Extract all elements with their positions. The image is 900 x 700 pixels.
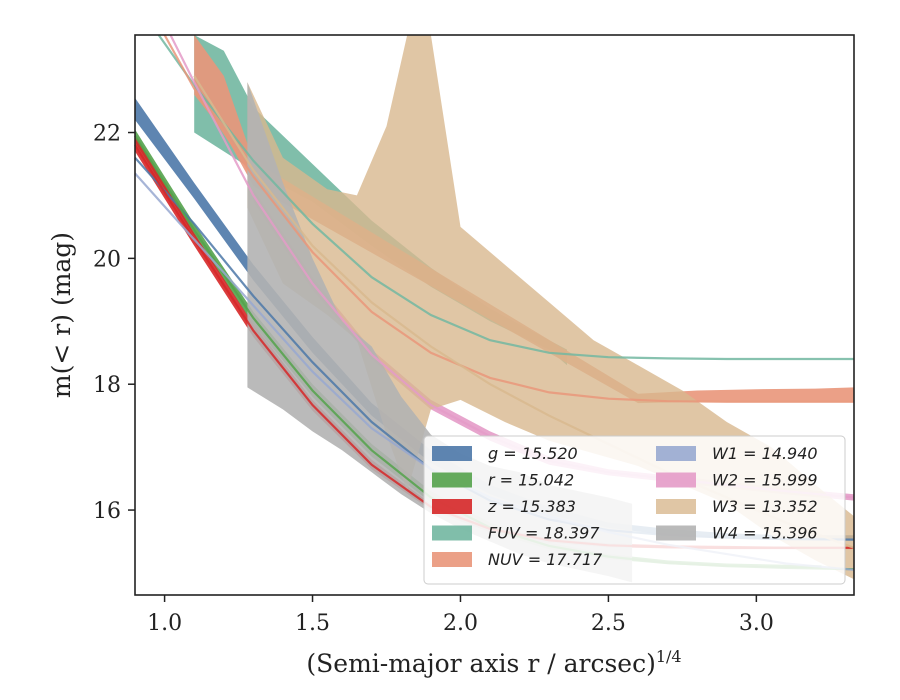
x-tick-label: 3.0 bbox=[739, 611, 774, 636]
x-tick-label: 1.5 bbox=[295, 611, 330, 636]
legend-label-fuv: FUV = 18.397 bbox=[488, 524, 600, 543]
y-tick-label: 22 bbox=[93, 122, 121, 147]
legend: g = 15.520 r = 15.042 z = 15.383 FUV = 18.3… bbox=[423, 435, 846, 585]
x-tick-label: 1.0 bbox=[147, 611, 182, 636]
x-tick-label: 2.0 bbox=[443, 611, 478, 636]
legend-swatch-w4 bbox=[656, 525, 696, 541]
legend-swatch-nuv bbox=[432, 552, 472, 567]
legend-label-g: g = 15.520 bbox=[488, 444, 578, 463]
legend-swatch-w2 bbox=[656, 472, 696, 488]
model-line-fuv bbox=[157, 34, 854, 361]
legend-swatch-w3 bbox=[656, 499, 696, 514]
y-tick-label: 18 bbox=[93, 373, 121, 398]
legend-label-w2: W2 = 15.999 bbox=[712, 471, 818, 490]
legend-label-z: z = 15.383 bbox=[487, 497, 576, 516]
x-axis-label: (Semi-major axis r / arcsec)1/4 bbox=[306, 647, 681, 678]
x-tick-label: 2.5 bbox=[591, 611, 626, 636]
model-line-nuv bbox=[163, 34, 854, 403]
legend-swatch-fuv bbox=[432, 525, 472, 541]
y-axis-label: m(< r) (mag) bbox=[47, 232, 76, 398]
legend-swatch-r bbox=[432, 472, 472, 488]
legend-label-w1: W1 = 14.940 bbox=[712, 444, 818, 463]
legend-swatch-g bbox=[432, 446, 472, 461]
legend-swatch-w1 bbox=[656, 446, 696, 461]
legend-swatch-z bbox=[432, 499, 472, 514]
legend-label-r: r = 15.042 bbox=[488, 471, 574, 490]
legend-frame bbox=[423, 435, 846, 585]
legend-label-nuv: NUV = 17.717 bbox=[488, 550, 603, 569]
y-axis-ticks: 16 18 20 22 bbox=[93, 122, 135, 524]
plot-frame bbox=[134, 34, 855, 596]
y-tick-label: 20 bbox=[93, 247, 121, 272]
x-axis-ticks: 1.0 1.5 2.0 2.5 3.0 bbox=[147, 595, 774, 636]
legend-label-w3: W3 = 13.352 bbox=[712, 497, 818, 516]
y-tick-label: 16 bbox=[93, 499, 121, 524]
legend-label-w4: W4 = 15.396 bbox=[712, 524, 818, 543]
